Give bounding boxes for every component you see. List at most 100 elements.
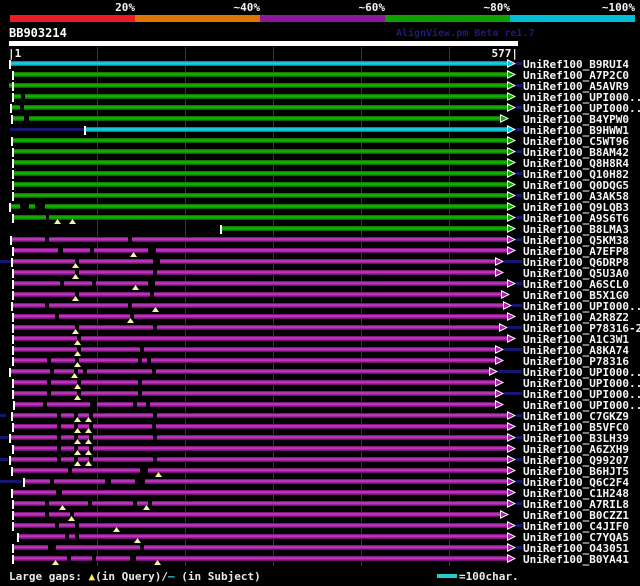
hit-label[interactable]: UniRef100_Q10H82: [523, 168, 629, 181]
alignment-bar[interactable]: [13, 556, 507, 561]
hit-label[interactable]: UniRef100_A6ZXH9: [523, 443, 629, 456]
hit-label[interactable]: UniRef100_A7EFP8: [523, 245, 629, 258]
hit-label[interactable]: UniRef100_A7RIL8: [523, 498, 629, 511]
query-title: BB903214: [9, 26, 67, 40]
alignment-bar[interactable]: [13, 314, 507, 319]
alignment-bar[interactable]: [12, 138, 507, 143]
hit-label[interactable]: UniRef100_A9S6T6: [523, 212, 629, 225]
hit-label[interactable]: UniRef100_P78316: [523, 355, 629, 368]
alignment-bar[interactable]: [13, 171, 507, 176]
hit-label[interactable]: UniRef100_B8AM42: [523, 146, 629, 159]
gap-dash: [57, 446, 61, 451]
hit-label[interactable]: UniRef100_C7YQA5: [523, 531, 629, 544]
hit-label[interactable]: UniRef100_C5WT96: [523, 135, 629, 148]
alignment-bar[interactable]: [13, 446, 507, 451]
hit-label[interactable]: UniRef100_UPI000..: [523, 399, 640, 412]
alignment-bar[interactable]: [11, 105, 507, 110]
hit-label[interactable]: UniRef100_UPI000..: [523, 388, 640, 401]
alignment-bar[interactable]: [12, 468, 507, 473]
hit-label[interactable]: UniRef100_O43051: [523, 542, 629, 555]
hit-label[interactable]: UniRef100_B3LH39: [523, 432, 629, 445]
alignment-bar[interactable]: [13, 512, 500, 517]
hit-label[interactable]: UniRef100_Q0DQG5: [523, 179, 629, 192]
alignment-bar[interactable]: [12, 413, 507, 418]
hit-label[interactable]: UniRef100_B9HWW1: [523, 124, 629, 137]
hit-label[interactable]: UniRef100_B8LMA3: [523, 223, 629, 236]
alignment-bar[interactable]: [10, 457, 507, 462]
alignment-bar[interactable]: [13, 380, 495, 385]
alignment-bar[interactable]: [13, 248, 507, 253]
hit-label[interactable]: UniRef100_Q6C2F4: [523, 476, 629, 489]
alignment-bar[interactable]: [13, 94, 507, 99]
alignment-bar[interactable]: [13, 160, 507, 165]
alignment-bar[interactable]: [13, 347, 495, 352]
hit-label[interactable]: UniRef100_P78316-2: [523, 322, 640, 335]
hit-label[interactable]: UniRef100_B0CZZ1: [523, 509, 629, 522]
hit-label[interactable]: UniRef100_C7GKZ9: [523, 410, 629, 423]
alignment-bar[interactable]: [13, 325, 499, 330]
alignment-bar[interactable]: [13, 193, 507, 198]
hit-label[interactable]: UniRef100_UPI000..: [523, 377, 640, 390]
hit-label[interactable]: UniRef100_Q99207: [523, 454, 629, 467]
hit-label[interactable]: UniRef100_C1H248: [523, 487, 629, 500]
alignment-bar[interactable]: [13, 545, 507, 550]
alignment-bar[interactable]: [18, 534, 507, 539]
hit-label[interactable]: UniRef100_Q9LQB3: [523, 201, 629, 214]
alignment-row: UniRef100_Q9LQB3: [0, 202, 640, 213]
alignment-bar[interactable]: [12, 303, 503, 308]
start-tick: [12, 324, 14, 333]
hit-label[interactable]: UniRef100_A3AK58: [523, 190, 629, 203]
hit-label[interactable]: UniRef100_B5VFC0: [523, 421, 629, 434]
alignment-bar[interactable]: [12, 259, 495, 264]
gap-dash: [75, 523, 79, 528]
alignment-bar[interactable]: [13, 391, 495, 396]
hit-label[interactable]: UniRef100_B5X1G0: [523, 289, 629, 302]
alignment-bar[interactable]: [14, 402, 495, 407]
alignment-bar[interactable]: [13, 336, 507, 341]
hit-label[interactable]: UniRef100_A8KA74: [523, 344, 629, 357]
hit-label[interactable]: UniRef100_Q5U3A0: [523, 267, 629, 280]
alignment-bar[interactable]: [13, 281, 507, 286]
hit-label[interactable]: UniRef100_Q6DRP8: [523, 256, 629, 269]
alignment-bar[interactable]: [10, 435, 507, 440]
alignment-bar[interactable]: [13, 424, 507, 429]
alignment-bar[interactable]: [9, 83, 507, 88]
alignment-bar[interactable]: [24, 479, 507, 484]
alignment-bar[interactable]: [13, 270, 495, 275]
gap-dash: [150, 292, 154, 297]
alignment-bar[interactable]: [12, 116, 500, 121]
hit-label[interactable]: UniRef100_C4JIF0: [523, 520, 629, 533]
hit-label[interactable]: UniRef100_UPI000..: [523, 91, 640, 104]
hit-label[interactable]: UniRef100_UPI000..: [523, 300, 640, 313]
alignment-bar[interactable]: [12, 490, 507, 495]
hit-label[interactable]: UniRef100_B4YPW0: [523, 113, 629, 126]
alignment-bar[interactable]: [10, 369, 489, 374]
gap-dash: [45, 303, 49, 308]
alignment-bar[interactable]: [13, 149, 507, 154]
alignment-bar[interactable]: [13, 215, 507, 220]
alignment-bar[interactable]: [13, 358, 495, 363]
alignment-bar[interactable]: [221, 226, 507, 231]
alignment-bar[interactable]: [13, 501, 507, 506]
alignment-bar[interactable]: [13, 292, 501, 297]
hit-label[interactable]: UniRef100_B6HJT5: [523, 465, 629, 478]
alignment-bar[interactable]: [10, 61, 507, 66]
alignment-bar[interactable]: [13, 182, 507, 187]
hit-label[interactable]: UniRef100_Q5KM38: [523, 234, 629, 247]
hit-label[interactable]: UniRef100_UPI000..: [523, 366, 640, 379]
alignment-bar[interactable]: [13, 523, 507, 528]
hit-label[interactable]: UniRef100_Q8H8R4: [523, 157, 629, 170]
alignment-bar[interactable]: [85, 127, 507, 132]
gap-dash: [45, 237, 49, 242]
alignment-bar[interactable]: [13, 72, 507, 77]
hit-label[interactable]: UniRef100_A7P2C0: [523, 69, 629, 82]
hit-label[interactable]: UniRef100_A5AVR9: [523, 80, 629, 93]
hit-label[interactable]: UniRef100_B9RUI4: [523, 58, 629, 71]
hit-label[interactable]: UniRef100_A2R8Z2: [523, 311, 629, 324]
hit-label[interactable]: UniRef100_B0YA41: [523, 553, 629, 566]
hit-label[interactable]: UniRef100_A1C3W1: [523, 333, 629, 346]
alignment-bar[interactable]: [10, 204, 507, 209]
hit-label[interactable]: UniRef100_UPI000..: [523, 102, 640, 115]
hit-label[interactable]: UniRef100_A6SCL0: [523, 278, 629, 291]
alignment-bar[interactable]: [11, 237, 507, 242]
